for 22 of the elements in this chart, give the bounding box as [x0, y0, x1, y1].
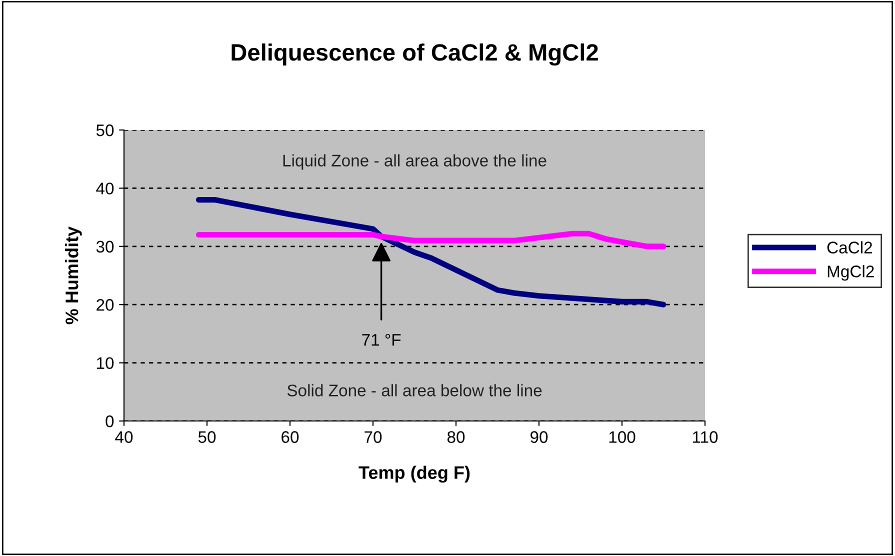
chart-title: Deliquescence of CaCl2 & MgCl2 [232, 43, 598, 66]
y-tick-label: 0 [106, 415, 114, 428]
x-tick-label: 90 [530, 431, 548, 443]
annotation: Solid Zone - all area below the line [287, 384, 542, 396]
x-tick-label: 80 [447, 431, 465, 443]
legend-label: MgCl2 [828, 265, 874, 281]
y-tick-label: 30 [96, 240, 114, 253]
y-tick-label: 20 [96, 299, 114, 311]
annotation: Liquid Zone - all area above the line [283, 154, 546, 170]
annotation: 71 °F [362, 334, 401, 346]
legend-label: CaCl2 [827, 241, 872, 254]
x-tick-label: 40 [115, 431, 133, 443]
x-axis-title: Temp (deg F) [358, 466, 470, 483]
x-tick-label: 70 [364, 431, 382, 443]
x-tick-label: 110 [692, 431, 718, 443]
y-tick-label: 40 [96, 182, 114, 194]
y-tick-label: 50 [96, 124, 114, 136]
y-tick-label: 10 [97, 357, 114, 370]
x-tick-label: 100 [609, 431, 636, 443]
x-tick-label: 50 [198, 431, 216, 443]
y-axis-title: % Humidity [65, 226, 82, 324]
x-tick-label: 60 [282, 431, 299, 443]
